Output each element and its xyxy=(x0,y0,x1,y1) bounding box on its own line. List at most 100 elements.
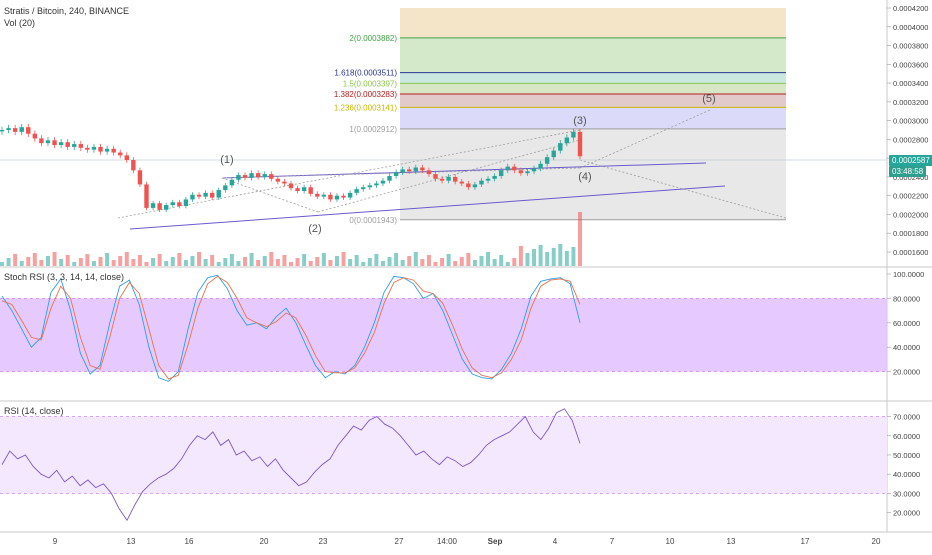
candle-body[interactable] xyxy=(144,184,149,208)
candle-body[interactable] xyxy=(380,180,386,184)
candle-body[interactable] xyxy=(269,174,274,179)
candle-body[interactable] xyxy=(19,127,24,132)
stoch-rsi-legend[interactable]: Stoch RSI (3, 3, 14, 14, close) xyxy=(4,272,125,282)
candle-body[interactable] xyxy=(150,203,156,208)
candle-body[interactable] xyxy=(374,183,379,186)
candle-body[interactable] xyxy=(223,185,228,191)
candle-body[interactable] xyxy=(531,168,537,172)
candle-body[interactable] xyxy=(453,176,458,182)
candle-body[interactable] xyxy=(203,192,208,197)
candle-body[interactable] xyxy=(26,127,31,134)
candle-body[interactable] xyxy=(433,174,438,179)
indicator-line-d[interactable] xyxy=(1,275,581,380)
candle-body[interactable] xyxy=(354,189,359,193)
candle-body[interactable] xyxy=(288,183,294,189)
price-candles[interactable] xyxy=(0,123,583,213)
candle-body[interactable] xyxy=(347,192,353,198)
candle-body[interactable] xyxy=(413,167,418,172)
candle-body[interactable] xyxy=(498,170,504,176)
candle-body[interactable] xyxy=(111,148,116,153)
candle-body[interactable] xyxy=(177,202,182,207)
candle-body[interactable] xyxy=(341,195,346,198)
candle-body[interactable] xyxy=(472,184,478,188)
candle-body[interactable] xyxy=(137,170,143,185)
candle-body[interactable] xyxy=(525,171,530,174)
candle-body[interactable] xyxy=(0,130,5,132)
candle-body[interactable] xyxy=(479,180,484,185)
candle-body[interactable] xyxy=(446,176,451,181)
candle-body[interactable] xyxy=(58,142,64,146)
candle-body[interactable] xyxy=(387,175,392,181)
drawing-lines[interactable] xyxy=(0,109,887,230)
indicator-line-rsi[interactable] xyxy=(1,408,581,522)
candle-body[interactable] xyxy=(485,178,491,181)
candle-body[interactable] xyxy=(131,160,136,171)
candle-body[interactable] xyxy=(512,166,517,171)
candle-body[interactable] xyxy=(492,175,497,179)
candle-body[interactable] xyxy=(334,195,340,200)
symbol-title[interactable]: Stratis / Bitcoin, 240, BINANCE xyxy=(4,6,130,16)
candle-body[interactable] xyxy=(12,128,18,132)
candle-body[interactable] xyxy=(6,128,11,130)
volume-legend[interactable]: Vol (20) xyxy=(4,18,36,28)
candle-body[interactable] xyxy=(52,140,57,146)
candle-body[interactable] xyxy=(164,205,169,210)
candle-body[interactable] xyxy=(262,174,267,177)
candle-body[interactable] xyxy=(564,137,570,144)
time-axis[interactable]: 9 13 16 20 23 27 14:00 Sep 4 7 10 13 17 20 xyxy=(53,537,881,546)
candle-body[interactable] xyxy=(249,173,254,178)
candle-body[interactable] xyxy=(544,157,550,164)
candle-body[interactable] xyxy=(459,181,464,184)
candle-body[interactable] xyxy=(295,188,300,191)
candle-body[interactable] xyxy=(65,142,70,147)
candle-body[interactable] xyxy=(577,131,583,157)
candle-body[interactable] xyxy=(367,185,373,188)
fibonacci-extension[interactable]: 0(0.0001943) 1(0.0002912) 1.236(0.0003141)… xyxy=(334,8,786,225)
candle-body[interactable] xyxy=(98,146,103,152)
candle-body[interactable] xyxy=(118,152,123,156)
rsi-legend[interactable]: RSI (14, close) xyxy=(4,406,64,416)
stoch-rsi-pane[interactable]: 100.0000 80.0000 60.0000 40.0000 20.0000 xyxy=(0,270,924,382)
candle-body[interactable] xyxy=(229,179,235,186)
candle-body[interactable] xyxy=(39,138,44,144)
channel-lower-line[interactable] xyxy=(129,185,726,230)
candle-body[interactable] xyxy=(420,167,425,171)
candle-body[interactable] xyxy=(91,146,97,150)
candle-body[interactable] xyxy=(85,147,90,150)
candle-body[interactable] xyxy=(466,183,471,188)
candle-body[interactable] xyxy=(400,169,405,173)
rsi-pane[interactable]: 70.0000 60.0000 50.0000 40.0000 30.0000 20.00… xyxy=(0,408,920,522)
candle-body[interactable] xyxy=(72,144,77,147)
candle-body[interactable] xyxy=(558,143,563,151)
candle-body[interactable] xyxy=(361,187,366,190)
candle-body[interactable] xyxy=(45,140,51,144)
candle-body[interactable] xyxy=(255,173,261,177)
candle-body[interactable] xyxy=(321,194,327,197)
candle-body[interactable] xyxy=(78,144,84,148)
candle-body[interactable] xyxy=(407,169,412,172)
candle-body[interactable] xyxy=(236,175,241,180)
price-axis[interactable]: 0.0004200 0.0004000 0.0003800 0.0003600 0.00… xyxy=(887,4,928,257)
candle-body[interactable] xyxy=(505,166,510,171)
candle-body[interactable] xyxy=(124,155,129,161)
candle-body[interactable] xyxy=(183,199,189,207)
candle-body[interactable] xyxy=(170,202,175,206)
candle-body[interactable] xyxy=(216,190,221,198)
candle-body[interactable] xyxy=(282,181,287,184)
candle-body[interactable] xyxy=(439,178,445,181)
candle-body[interactable] xyxy=(393,172,399,176)
candle-body[interactable] xyxy=(301,187,307,191)
candle-body[interactable] xyxy=(190,194,195,200)
candle-body[interactable] xyxy=(328,194,333,200)
candle-body[interactable] xyxy=(104,148,110,152)
candle-body[interactable] xyxy=(242,175,248,178)
candle-body[interactable] xyxy=(157,203,162,210)
candle-body[interactable] xyxy=(315,193,320,197)
candle-body[interactable] xyxy=(538,163,543,169)
candle-body[interactable] xyxy=(571,131,576,138)
candle-body[interactable] xyxy=(426,170,432,175)
candle-body[interactable] xyxy=(196,194,202,197)
candle-body[interactable] xyxy=(209,192,215,198)
